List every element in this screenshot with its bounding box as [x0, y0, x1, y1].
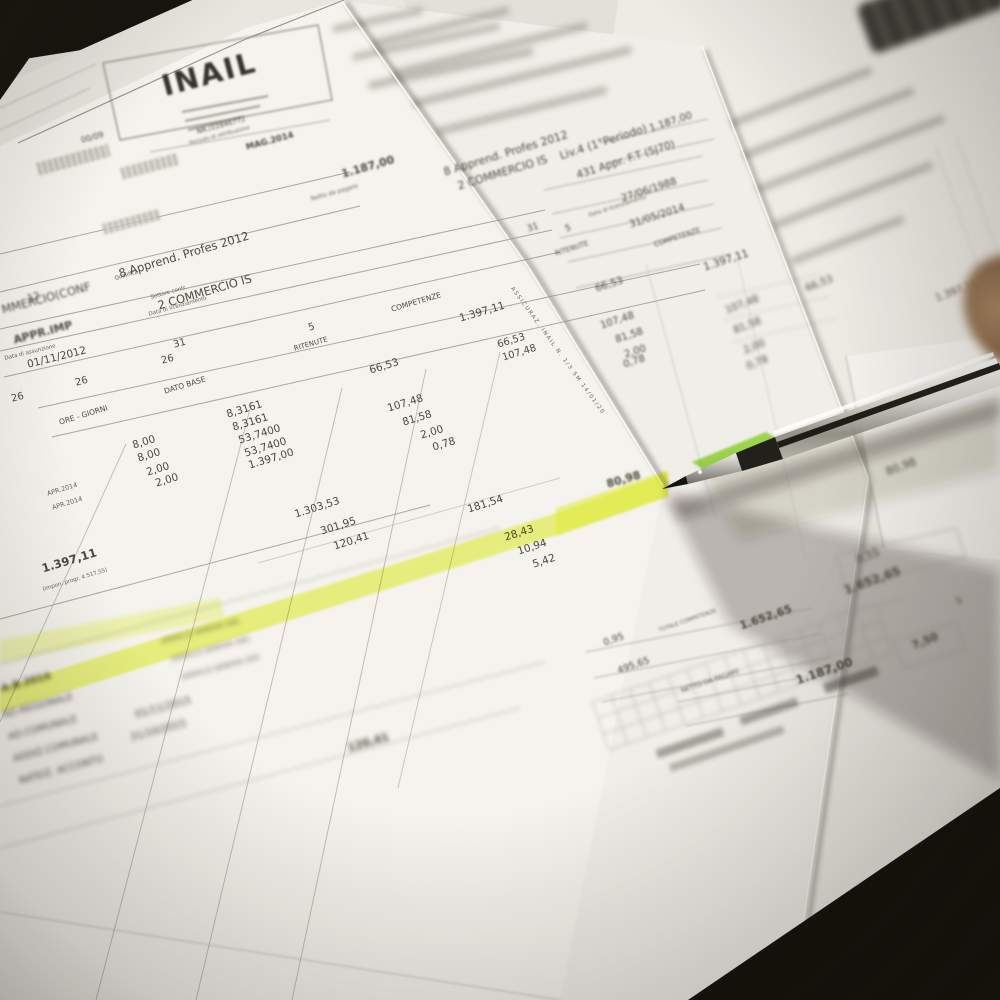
pen-tip [662, 476, 688, 489]
pen-metal-cone [686, 453, 742, 484]
desk-corner-topleft [0, 0, 70, 100]
pen-ink-refill [777, 363, 1000, 448]
ballpoint-pen [662, 352, 1000, 489]
logo-box [102, 24, 333, 153]
pen-grip [736, 437, 783, 471]
desk-corner [688, 788, 1000, 1000]
pen-glint [698, 470, 702, 474]
yellow-highlighter-band [0, 470, 668, 713]
calendar-grid [591, 603, 893, 773]
front-sheet-lines [0, 171, 706, 1000]
paper-shadow [664, 492, 1000, 780]
blurred-background-text [332, 6, 946, 266]
pen-highlight [773, 352, 994, 435]
pen-shadow [672, 398, 1000, 520]
right-sheet-lines [591, 135, 1000, 773]
